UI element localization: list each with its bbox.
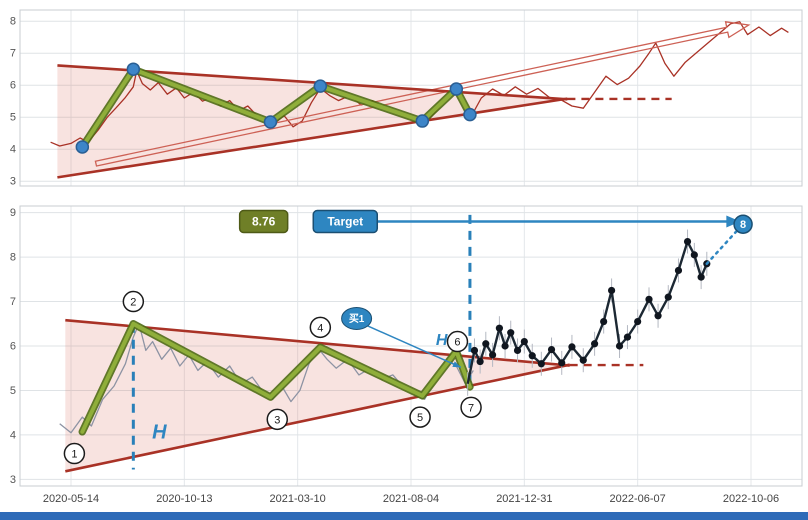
wave-number-circle <box>460 396 482 419</box>
breakout-price-line <box>466 240 708 385</box>
breakout-dot <box>476 357 484 366</box>
buy-signal-badge-text: 买1 <box>349 313 365 325</box>
y-axis-tick-label: 7 <box>10 296 16 308</box>
y-axis-tick-label: 8 <box>10 16 16 28</box>
target-point-circle <box>733 214 753 234</box>
target-point-text: 8 <box>740 219 746 231</box>
wave-number-text: 3 <box>274 414 280 426</box>
target-projection-dotted-line <box>705 226 741 266</box>
breakout-dot <box>683 237 692 246</box>
breakout-dot <box>615 342 624 350</box>
breakout-dot <box>623 333 632 341</box>
wave-number-text: 2 <box>130 297 136 309</box>
x-axis-tick-label: 2022-06-07 <box>610 493 666 505</box>
top-price-chart[interactable]: 3 4 5 6 7 8 <box>0 0 808 198</box>
price-target-value-badge-text: 8.76 <box>252 215 276 229</box>
breakout-dot <box>495 324 503 332</box>
gridlines <box>20 206 802 486</box>
y-axis-tick-label: 7 <box>10 48 16 60</box>
pivot-dot <box>75 140 90 154</box>
y-axis-tick-label: 5 <box>10 112 16 124</box>
y-axis-tick-label: 3 <box>10 474 16 486</box>
pivot-dot <box>449 82 464 96</box>
y-axis-tick-label: 9 <box>10 207 16 219</box>
breakout-dot <box>482 340 490 348</box>
wave-number-text: 6 <box>454 337 460 349</box>
y-axis-tick-label: 4 <box>10 429 16 441</box>
breakout-dot <box>537 360 545 368</box>
price-target-value-badge <box>238 209 289 234</box>
breakout-dot <box>591 340 599 348</box>
lower-trendline <box>57 97 568 179</box>
y-axis-tick-label: 8 <box>10 252 16 264</box>
wave-number-text: 5 <box>417 412 423 424</box>
breakout-dot <box>513 346 522 355</box>
wave-number-circle <box>446 330 469 353</box>
x-axis-tick-label: 2021-03-10 <box>270 493 326 505</box>
plot-border <box>19 9 803 187</box>
breakout-dot <box>568 343 576 351</box>
x-axis-tick-label: 2022-10-06 <box>723 493 779 505</box>
buy-signal-badge <box>341 306 373 330</box>
pivot-dot <box>463 107 477 122</box>
breakout-dot <box>579 356 587 364</box>
target-label-badge-text: Target <box>327 215 363 229</box>
lower-trendline <box>65 363 570 473</box>
x-axis-tick-label: 2020-10-13 <box>156 493 212 505</box>
y-axis-tick-label: 6 <box>10 80 16 92</box>
breakout-dot <box>470 346 479 355</box>
breakout-dot <box>674 266 683 275</box>
gridlines <box>20 10 802 186</box>
upper-trendline <box>65 318 570 367</box>
pivot-dot <box>313 79 328 93</box>
wave-number-circle <box>309 316 332 339</box>
wave-number-circle <box>122 290 145 313</box>
pivot-dot <box>415 114 430 128</box>
breakout-dot <box>664 293 672 301</box>
breakout-dot <box>690 251 698 259</box>
breakout-dot <box>697 273 705 281</box>
y-axis-tick-label: 3 <box>10 176 16 188</box>
y-axis-tick-label: 4 <box>10 144 16 156</box>
height-label: H <box>436 332 448 349</box>
buy-pointer-line <box>366 324 462 369</box>
breakout-dot <box>507 329 515 337</box>
wave-number-circle <box>63 442 86 465</box>
breakout-dot <box>528 352 536 360</box>
wave-number-circle <box>266 408 289 431</box>
breakout-dot <box>645 295 653 303</box>
breakout-dot <box>489 351 497 359</box>
breakout-dot <box>600 317 608 326</box>
wave-number-text: 7 <box>468 402 474 414</box>
plot-border <box>19 205 803 487</box>
breakout-dot <box>608 286 616 295</box>
target-arrow-head <box>726 215 741 228</box>
height-label: H <box>152 421 167 443</box>
wave-number-circle <box>409 406 431 428</box>
pivot-dot <box>263 115 278 129</box>
breakout-dot <box>547 345 556 354</box>
y-axis-tick-label: 5 <box>10 385 16 397</box>
breakout-dot <box>634 317 642 326</box>
target-label-badge <box>312 209 379 234</box>
y-axis-tick-label: 6 <box>10 341 16 353</box>
breakout-dot <box>520 337 528 346</box>
wave-number-text: 1 <box>71 449 77 461</box>
breakout-dot <box>654 312 662 320</box>
buy-pointer-arrow-head <box>452 361 461 368</box>
x-axis-tick-label: 2020-05-14 <box>43 493 99 505</box>
breakout-dot <box>558 359 566 367</box>
bottom-wave-chart[interactable]: 3 4 5 6 7 8 9 2020-05-14 2020-10-13 2021-03-10 202… <box>0 198 808 512</box>
wave-number-text: 4 <box>317 322 323 334</box>
pivot-dot <box>126 62 141 76</box>
x-axis-tick-label: 2021-12-31 <box>496 493 552 505</box>
x-axis-tick-label: 2021-08-04 <box>383 493 439 505</box>
trend-arrow <box>94 21 751 167</box>
breakout-dot <box>501 342 509 350</box>
bottom-taskbar-strip <box>0 512 808 520</box>
